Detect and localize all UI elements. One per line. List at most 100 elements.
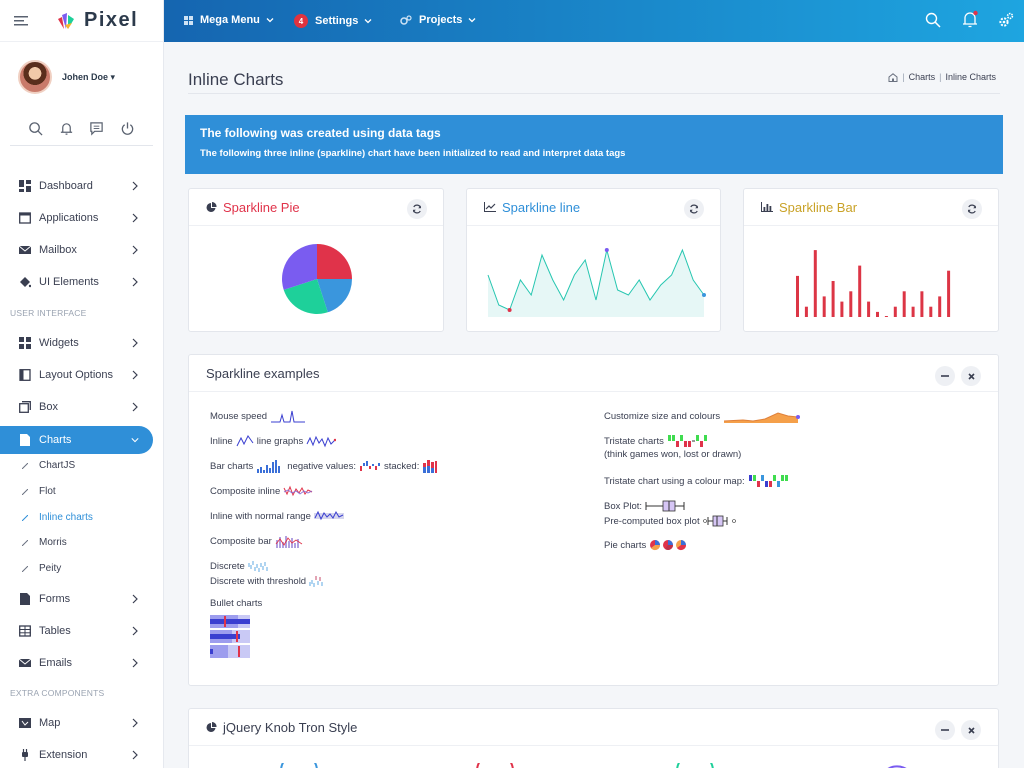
home-icon[interactable] [888,72,898,82]
submenu-item-chartjs[interactable]: ChartJS [22,460,75,471]
sidebar-item-label: UI Elements [39,276,99,288]
sidebar: Pixel Johen Doe ▾ Dashboard Applications… [0,0,164,768]
example-label: Discrete [210,560,245,572]
knob-3[interactable] [675,763,715,768]
avatar[interactable] [18,60,52,94]
discrete-sparkline [248,561,268,572]
pie-slice [282,244,317,290]
knob-4[interactable] [871,763,911,768]
bar [947,270,951,317]
sparkline-bar-chart [796,250,951,317]
sidebar-item-box[interactable]: Box [0,394,153,420]
power-icon[interactable] [120,121,135,136]
bell-icon[interactable] [59,121,74,136]
submenu-item-peity[interactable]: Peity [22,563,61,574]
minus-icon [941,375,949,377]
file-icon [20,593,30,605]
search-icon[interactable] [28,121,43,136]
submenu-item-morris[interactable]: Morris [22,537,67,548]
sidebar-item-charts[interactable]: Charts [0,426,153,454]
mega-menu-button[interactable]: Mega Menu [184,14,281,26]
example-tristate-note: (think games won, lost or drawn) [604,449,742,460]
sparkline-pie-chart [282,244,352,314]
close-button[interactable] [961,720,981,740]
example-label: Bullet charts [210,598,263,609]
sidebar-item-map[interactable]: Map [0,710,153,736]
sidebar-item-emails[interactable]: Emails [0,650,153,676]
sparkline-examples-card: Sparkline examples Mouse speed Inline li… [188,354,999,686]
sparkline-line-chart [487,248,706,317]
map-icon [19,718,31,728]
sidebar-item-applications[interactable]: Applications [0,205,153,231]
search-icon[interactable] [925,12,941,28]
chat-icon[interactable] [89,121,104,136]
settings-button[interactable]: 4 Settings [294,14,379,28]
gear-icon[interactable] [998,12,1014,28]
mega-menu-label: Mega Menu [200,14,260,26]
window-icon [19,212,31,224]
bar [911,306,915,317]
submenu-item-inline-charts[interactable]: Inline charts [22,512,93,523]
brand-name[interactable]: Pixel [84,9,139,31]
sidebar-item-label: Tables [39,625,71,637]
sidebar-item-extension[interactable]: Extension [0,742,153,768]
sidebar-item-label: Emails [39,657,73,669]
refresh-button[interactable] [962,199,982,219]
settings-badge: 4 [294,14,308,28]
bar [867,301,871,317]
sidebar-item-mailbox[interactable]: Mailbox [0,237,153,263]
bar [884,316,888,317]
knob-tron-card: jQuery Knob Tron Style [188,708,999,768]
user-name[interactable]: Johen Doe ▾ [62,71,116,82]
submenu-label: Flot [39,486,56,497]
card-header: Sparkline Bar [744,189,998,226]
example-discrete: Discrete [210,559,273,573]
bar [858,265,862,317]
knob-2[interactable] [475,763,515,768]
example-label: Inline [210,435,233,447]
collapse-button[interactable] [935,720,955,740]
refresh-button[interactable] [407,199,427,219]
chevron-down-icon [131,438,139,443]
card-header: Sparkline Pie [189,189,443,226]
breadcrumb: | Charts | Inline Charts [888,72,996,82]
table-icon [19,625,31,637]
hamburger-icon[interactable] [14,15,30,27]
composite-inline-sparkline [283,485,313,497]
card-header: Sparkline examples [189,355,998,392]
negative-bar-sparkline [359,461,380,471]
sidebar-item-forms[interactable]: Forms [0,586,153,612]
sidebar-item-label: Charts [39,434,72,446]
sidebar-item-label: Dashboard [39,180,93,192]
knob-1[interactable] [279,763,319,768]
topbar: Mega Menu 4 Settings Projects [164,0,1024,42]
refresh-button[interactable] [684,199,704,219]
paint-bucket-icon [20,277,31,288]
projects-button[interactable]: Projects [400,14,483,26]
notification-bell-icon[interactable] [961,10,979,28]
sidebar-item-label: Mailbox [39,244,77,256]
refresh-icon [689,204,699,214]
submenu-item-flot[interactable]: Flot [22,486,56,497]
file-chart-icon [20,434,30,446]
sidebar-item-ui-elements[interactable]: UI Elements [0,269,153,295]
example-label: Box Plot: [604,500,643,512]
sidebar-item-tables[interactable]: Tables [0,618,153,644]
chevron-right-icon [132,213,138,223]
minus-icon [941,729,949,731]
alert-title: The following was created using data tag… [200,126,441,140]
sidebar-item-dashboard[interactable]: Dashboard [0,173,153,199]
composite-bar-sparkline [275,536,303,548]
alert-text: The following three inline (sparkline) c… [200,148,626,159]
submenu-label: Peity [39,563,62,574]
cogs-icon [400,14,412,25]
bullet-icon [22,488,28,495]
sidebar-item-layout-options[interactable]: Layout Options [0,362,153,388]
bar [893,306,897,317]
sidebar-item-widgets[interactable]: Widgets [0,330,153,356]
breadcrumb-charts[interactable]: Charts [908,72,936,82]
pie-chart-icon [206,201,217,212]
submenu-label: ChartJS [39,460,76,471]
close-button[interactable] [961,366,981,386]
collapse-button[interactable] [935,366,955,386]
